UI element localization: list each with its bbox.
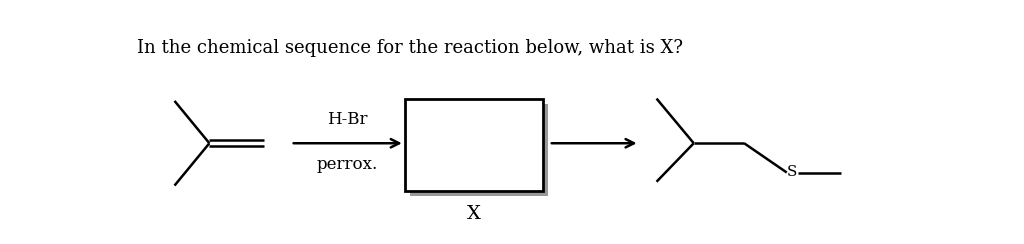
Bar xyxy=(410,104,548,196)
Text: perrox.: perrox. xyxy=(316,156,378,173)
Text: S: S xyxy=(786,165,797,180)
Text: In the chemical sequence for the reaction below, what is X?: In the chemical sequence for the reactio… xyxy=(137,39,683,57)
Text: X: X xyxy=(467,205,480,223)
Text: H-Br: H-Br xyxy=(327,111,368,128)
Bar xyxy=(404,99,543,191)
